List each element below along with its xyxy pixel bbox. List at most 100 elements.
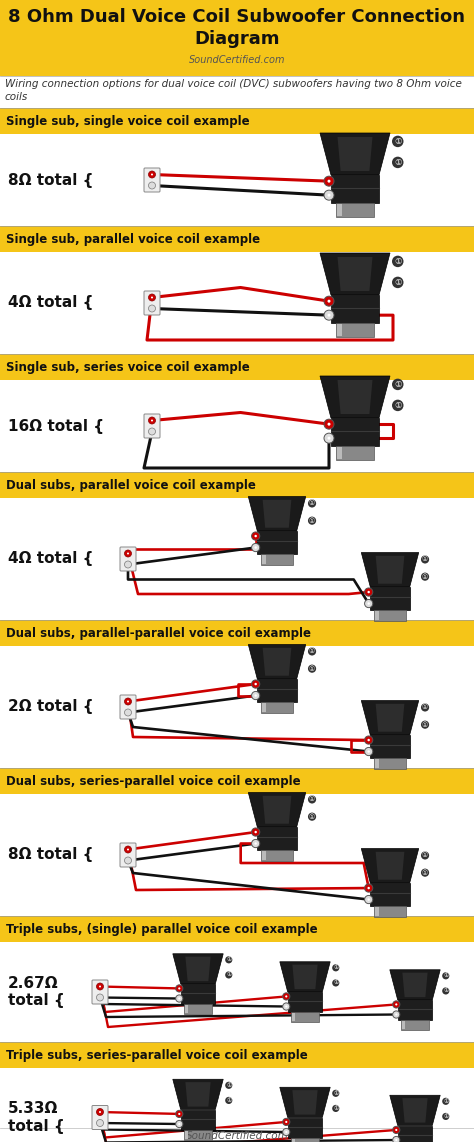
FancyBboxPatch shape xyxy=(261,554,293,565)
Circle shape xyxy=(252,691,260,700)
FancyBboxPatch shape xyxy=(331,418,379,447)
FancyBboxPatch shape xyxy=(120,547,136,571)
Circle shape xyxy=(151,297,153,298)
FancyBboxPatch shape xyxy=(257,531,297,554)
Text: ①: ① xyxy=(394,380,401,389)
Polygon shape xyxy=(280,962,330,992)
FancyBboxPatch shape xyxy=(184,1004,212,1014)
Circle shape xyxy=(365,895,373,903)
Text: Triple subs, series-parallel voice coil example: Triple subs, series-parallel voice coil … xyxy=(6,1048,308,1062)
Text: 4Ω total {: 4Ω total { xyxy=(8,552,93,566)
Circle shape xyxy=(255,843,257,845)
Polygon shape xyxy=(320,132,390,175)
Circle shape xyxy=(365,600,373,608)
Polygon shape xyxy=(263,648,292,676)
FancyBboxPatch shape xyxy=(144,415,160,439)
FancyBboxPatch shape xyxy=(0,794,474,916)
Circle shape xyxy=(283,1003,290,1011)
FancyBboxPatch shape xyxy=(0,942,474,1042)
FancyBboxPatch shape xyxy=(370,883,410,906)
Text: Single sub, single voice coil example: Single sub, single voice coil example xyxy=(6,114,250,128)
FancyBboxPatch shape xyxy=(291,1137,319,1142)
Circle shape xyxy=(328,179,330,183)
Text: ①: ① xyxy=(422,556,428,563)
FancyBboxPatch shape xyxy=(0,134,474,226)
FancyBboxPatch shape xyxy=(144,291,160,315)
Polygon shape xyxy=(185,957,210,981)
Circle shape xyxy=(392,1126,400,1134)
Text: ①: ① xyxy=(226,1083,231,1088)
FancyBboxPatch shape xyxy=(336,323,374,337)
FancyBboxPatch shape xyxy=(288,1118,322,1137)
FancyBboxPatch shape xyxy=(0,380,474,472)
Circle shape xyxy=(97,1109,103,1116)
Text: ①: ① xyxy=(394,158,401,167)
Circle shape xyxy=(252,544,260,552)
Circle shape xyxy=(178,988,181,989)
Text: ①: ① xyxy=(443,1113,448,1119)
Circle shape xyxy=(148,417,155,424)
Text: 4Ω total {: 4Ω total { xyxy=(8,296,93,311)
FancyBboxPatch shape xyxy=(0,916,474,942)
Polygon shape xyxy=(376,703,404,732)
Circle shape xyxy=(395,1013,397,1015)
Circle shape xyxy=(365,588,373,596)
FancyBboxPatch shape xyxy=(0,354,474,380)
Circle shape xyxy=(178,997,181,999)
Text: 8 Ohm Dual Voice Coil Subwoofer Connection: 8 Ohm Dual Voice Coil Subwoofer Connecti… xyxy=(9,8,465,26)
FancyBboxPatch shape xyxy=(0,769,474,794)
Polygon shape xyxy=(320,376,390,418)
Circle shape xyxy=(367,887,370,890)
FancyBboxPatch shape xyxy=(0,646,474,769)
FancyBboxPatch shape xyxy=(92,980,108,1004)
Circle shape xyxy=(367,899,370,901)
Polygon shape xyxy=(376,556,404,584)
FancyBboxPatch shape xyxy=(337,204,342,216)
Circle shape xyxy=(125,550,131,557)
Polygon shape xyxy=(263,500,292,528)
Polygon shape xyxy=(248,497,306,531)
Polygon shape xyxy=(337,257,373,291)
Text: ①: ① xyxy=(309,813,315,820)
Circle shape xyxy=(176,984,183,992)
Circle shape xyxy=(365,735,373,745)
Text: 8Ω total {: 8Ω total { xyxy=(8,172,93,187)
FancyBboxPatch shape xyxy=(337,447,342,459)
Circle shape xyxy=(395,1139,397,1141)
FancyBboxPatch shape xyxy=(374,758,406,770)
Text: ①: ① xyxy=(422,722,428,727)
Circle shape xyxy=(283,1128,290,1135)
Text: ①: ① xyxy=(333,981,338,986)
Polygon shape xyxy=(361,700,419,735)
Circle shape xyxy=(324,419,334,429)
Text: Diagram: Diagram xyxy=(194,30,280,48)
Circle shape xyxy=(392,1136,400,1142)
Text: ①: ① xyxy=(309,666,315,671)
Circle shape xyxy=(367,590,370,594)
Circle shape xyxy=(176,1120,183,1127)
Polygon shape xyxy=(173,1079,223,1110)
Polygon shape xyxy=(185,1083,210,1107)
Text: Wiring connection options for dual voice coil (DVC) subwoofers having two 8 Ohm : Wiring connection options for dual voice… xyxy=(5,79,462,102)
Polygon shape xyxy=(292,1091,318,1115)
Text: ①: ① xyxy=(422,573,428,580)
Circle shape xyxy=(125,709,131,716)
Circle shape xyxy=(328,436,330,440)
Text: ①: ① xyxy=(309,649,315,654)
Circle shape xyxy=(148,428,155,435)
Text: SoundCertified.com: SoundCertified.com xyxy=(186,1131,288,1141)
Circle shape xyxy=(324,433,334,443)
FancyBboxPatch shape xyxy=(0,226,474,252)
FancyBboxPatch shape xyxy=(0,108,474,134)
Text: ①: ① xyxy=(226,973,231,978)
FancyBboxPatch shape xyxy=(374,610,406,621)
Text: ①: ① xyxy=(422,852,428,859)
FancyBboxPatch shape xyxy=(185,1005,188,1013)
Circle shape xyxy=(324,191,334,200)
Text: ①: ① xyxy=(443,989,448,994)
Circle shape xyxy=(125,561,131,568)
Text: ①: ① xyxy=(333,1105,338,1111)
Circle shape xyxy=(392,1000,400,1008)
Circle shape xyxy=(148,182,155,188)
Polygon shape xyxy=(320,254,390,295)
